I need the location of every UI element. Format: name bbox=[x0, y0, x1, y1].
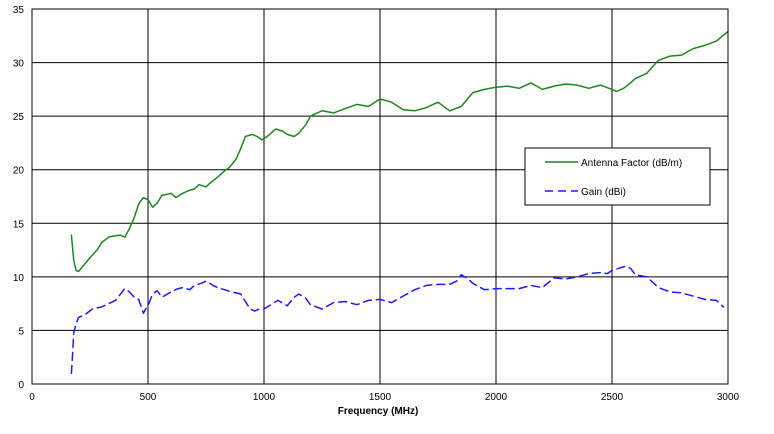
series-line-antenna-factor bbox=[70, 30, 729, 273]
legend: Antenna Factor (dB/m) Gain (dBi) bbox=[524, 147, 711, 206]
x-axis-label: Frequency (MHz) bbox=[338, 406, 419, 417]
x-tick-label: 1500 bbox=[369, 392, 392, 403]
legend-box bbox=[524, 147, 711, 206]
x-tick-label: 3000 bbox=[717, 392, 740, 403]
x-tick-label: 2500 bbox=[601, 392, 624, 403]
legend-label-gain: Gain (dBi) bbox=[581, 187, 626, 198]
series-line-gain bbox=[70, 265, 725, 375]
x-tick-label: 2000 bbox=[485, 392, 508, 403]
series-layer bbox=[70, 30, 729, 375]
y-tick-label: 5 bbox=[18, 326, 24, 337]
y-tick-label: 20 bbox=[13, 166, 25, 177]
plot-frame bbox=[31, 8, 729, 385]
x-tick-label: 500 bbox=[140, 392, 157, 403]
y-tick-label: 35 bbox=[13, 5, 25, 16]
y-tick-label: 25 bbox=[13, 112, 25, 123]
y-tick-label: 30 bbox=[13, 59, 25, 70]
x-tick-label: 1000 bbox=[253, 392, 276, 403]
x-tick-labels: 0 500 1000 1500 2000 2500 3000 bbox=[29, 392, 739, 403]
legend-label-antenna-factor: Antenna Factor (dB/m) bbox=[581, 158, 682, 169]
x-tick-label: 0 bbox=[29, 392, 35, 403]
y-tick-labels: 0 5 10 15 20 25 30 35 bbox=[13, 5, 25, 391]
y-tick-label: 10 bbox=[13, 273, 25, 284]
y-tick-label: 0 bbox=[18, 380, 24, 391]
y-tick-label: 15 bbox=[13, 219, 25, 230]
